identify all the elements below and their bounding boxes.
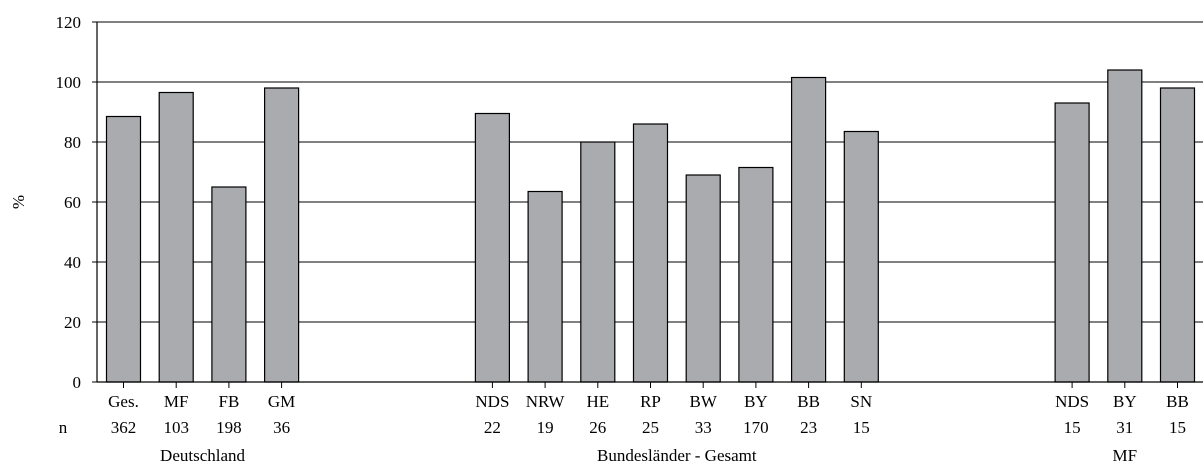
n-value-label: 170 — [743, 418, 769, 437]
n-value-label: 26 — [589, 418, 606, 437]
category-label: SN — [850, 392, 872, 411]
bar — [264, 87, 300, 383]
bar — [1107, 69, 1143, 383]
bar — [158, 91, 194, 383]
group-label: Deutschland — [160, 446, 245, 465]
n-value-label: 22 — [484, 418, 501, 437]
category-label: RP — [640, 392, 661, 411]
category-label: BY — [744, 392, 768, 411]
y-tick-label: 20 — [64, 313, 81, 332]
category-label: MF — [164, 392, 189, 411]
y-axis-label: % — [9, 195, 28, 209]
bar — [685, 174, 721, 383]
axes: 0 20 40 60 80 100 120 — [56, 13, 1203, 392]
bar — [105, 115, 142, 383]
n-value-label: 25 — [642, 418, 659, 437]
category-label: FB — [219, 392, 240, 411]
y-tick-label: 0 — [73, 373, 82, 392]
n-value-label: 23 — [800, 418, 817, 437]
n-value-label: 103 — [163, 418, 189, 437]
y-tick-label: 40 — [64, 253, 81, 272]
bar — [474, 112, 510, 383]
n-value-label: 19 — [537, 418, 554, 437]
n-value-label: 15 — [1064, 418, 1081, 437]
n-value-label: 198 — [216, 418, 242, 437]
y-tick-label: 120 — [56, 13, 82, 32]
bar — [211, 186, 247, 383]
category-label: BW — [690, 392, 718, 411]
category-label: HE — [586, 392, 609, 411]
n-value-label: 362 — [111, 418, 137, 437]
n-value-label: 36 — [273, 418, 290, 437]
category-label: NDS — [1055, 392, 1089, 411]
category-label: BY — [1113, 392, 1137, 411]
y-tick-label: 80 — [64, 133, 81, 152]
y-tick-label: 100 — [56, 73, 82, 92]
labels: Ges. 362 MF 103 FB 198 GM 36 Deutschland NDS 22 NRW… — [108, 392, 1189, 465]
bar — [738, 166, 774, 383]
category-label: Ges. — [108, 392, 139, 411]
bars — [105, 69, 1196, 383]
category-label: NDS — [475, 392, 509, 411]
bar — [527, 190, 563, 383]
bar — [1054, 102, 1090, 383]
bar — [580, 141, 616, 383]
group-label: Bundesländer - Gesamt — [597, 446, 757, 465]
bar — [843, 130, 879, 383]
n-row-label: n — [59, 418, 68, 437]
bar — [632, 123, 669, 383]
y-tick-label: 60 — [64, 193, 81, 212]
category-label: GM — [268, 392, 295, 411]
n-value-label: 31 — [1116, 418, 1133, 437]
n-value-label: 15 — [853, 418, 870, 437]
bar — [1159, 87, 1196, 383]
category-label: BB — [1166, 392, 1189, 411]
group-label: MF — [1113, 446, 1138, 465]
n-value-label: 33 — [695, 418, 712, 437]
category-label: NRW — [526, 392, 566, 411]
bar — [790, 76, 827, 383]
n-value-label: 15 — [1169, 418, 1186, 437]
category-label: BB — [797, 392, 820, 411]
